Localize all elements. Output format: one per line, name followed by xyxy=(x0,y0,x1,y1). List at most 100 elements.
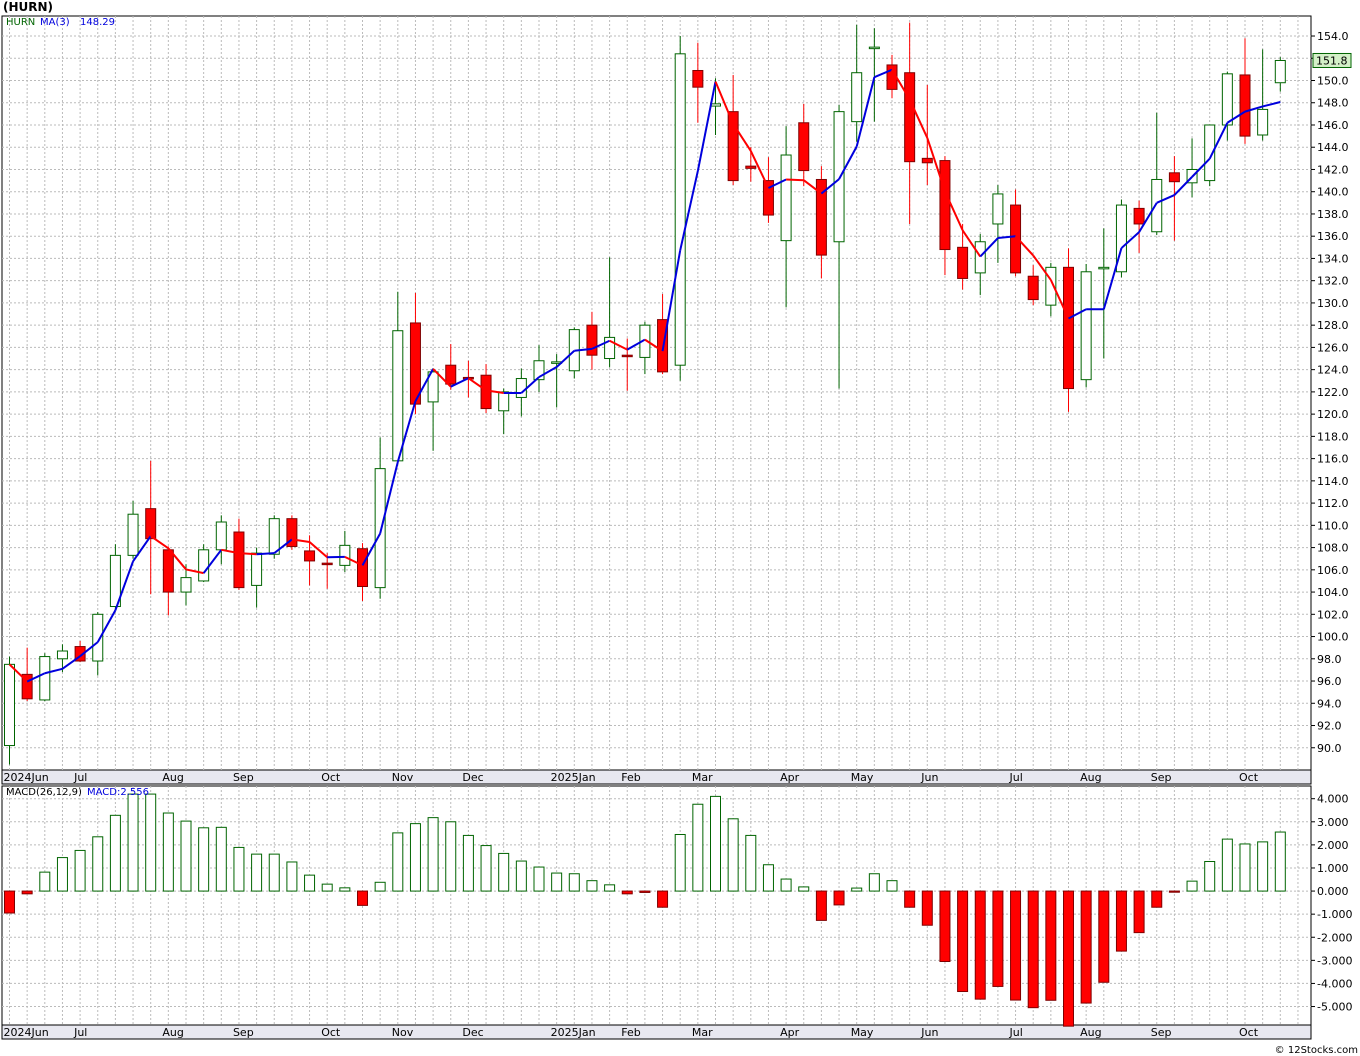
ma3-line xyxy=(8,68,1281,683)
macd-x-tick-label: Dec xyxy=(462,1026,483,1039)
price-x-axis-band xyxy=(1,769,1312,785)
macd-bar-positive xyxy=(1186,880,1198,892)
candle-up xyxy=(127,513,139,556)
price-y-tick-label: 130.0 xyxy=(1317,297,1349,310)
ma3-segment xyxy=(61,655,81,670)
ma3-segment xyxy=(485,389,504,394)
ma3-segment xyxy=(114,560,134,611)
price-y-tick-label: 144.0 xyxy=(1317,141,1349,154)
ma3-segment xyxy=(644,338,664,352)
macd-bar-positive xyxy=(392,832,404,892)
candle-up xyxy=(1080,271,1092,381)
ma3-segment xyxy=(256,552,275,556)
macd-bar-positive xyxy=(109,814,121,892)
price-y-tick-label: 110.0 xyxy=(1317,519,1349,532)
price-y-tick-label: 92.0 xyxy=(1317,720,1342,733)
macd-x-tick-label: Feb xyxy=(621,1026,640,1039)
macd-x-tick-label: Sep xyxy=(1151,1026,1172,1039)
ma3-segment xyxy=(185,568,204,575)
macd-bar-negative xyxy=(957,890,969,993)
price-y-tick-label: 148.0 xyxy=(1317,97,1349,110)
macd-bar-positive xyxy=(445,821,457,892)
candle-down xyxy=(815,178,827,256)
macd-y-tick-label: -1.000 xyxy=(1317,908,1352,921)
ma3-segment xyxy=(732,123,752,152)
macd-y-axis: 4.000 3.000 2.000 1.000 0.000 -1.000 -2.000 -3.… xyxy=(2,793,1352,1014)
ma3-segment xyxy=(574,347,593,352)
ma3-segment xyxy=(803,179,823,195)
macd-bar-positive xyxy=(480,845,492,892)
ma3-segment xyxy=(1014,235,1034,257)
footer-credit: © 12Stocks.com xyxy=(1274,1045,1358,1056)
ma3-segment xyxy=(979,237,999,258)
macd-x-tick-label: Aug xyxy=(1080,1026,1101,1039)
ma3-segment xyxy=(520,376,540,394)
macd-bar-negative xyxy=(1133,890,1145,934)
candle-down xyxy=(692,69,704,88)
macd-bar-positive xyxy=(92,836,104,892)
macd-x-tick-label: 2024Jun xyxy=(4,1026,49,1039)
price-y-tick-label: 136.0 xyxy=(1317,230,1349,243)
candle-down xyxy=(445,364,457,385)
price-x-tick-label: May xyxy=(851,771,874,784)
macd-bar-positive xyxy=(1274,831,1286,892)
legend-ma-value: 148.29 xyxy=(80,17,115,28)
price-x-tick-label: Sep xyxy=(1151,771,1172,784)
macd-bar-negative xyxy=(1063,890,1074,1027)
macd-bar-positive xyxy=(727,818,739,892)
macd-bar-positive xyxy=(127,793,139,892)
macd-bar-negative xyxy=(621,890,633,895)
candle-down xyxy=(921,157,933,164)
ma3-segment xyxy=(591,339,611,350)
price-y-tick-label: 102.0 xyxy=(1317,608,1349,621)
price-y-tick-label: 108.0 xyxy=(1317,542,1349,555)
price-y-tick-label: 90.0 xyxy=(1317,742,1342,755)
macd-y-tick-label: 1.000 xyxy=(1317,862,1349,875)
ma3-segment xyxy=(1120,231,1140,249)
macd-bar-negative xyxy=(21,890,33,895)
macd-bar-positive xyxy=(798,886,810,892)
price-y-tick-label: 118.0 xyxy=(1317,430,1349,443)
candle-down xyxy=(1168,172,1180,183)
price-x-tick-label: Jul xyxy=(1009,771,1023,784)
candle-up xyxy=(39,656,51,701)
macd-bar-negative xyxy=(1151,890,1163,908)
candle-up xyxy=(498,391,510,412)
ma3-segment xyxy=(79,641,99,657)
ma3-segment xyxy=(997,235,1016,240)
price-y-tick-label: 106.0 xyxy=(1317,564,1349,577)
macd-x-tick-label: Oct xyxy=(1239,1026,1259,1039)
macd-x-axis-band xyxy=(1,1024,1312,1040)
macd-bar-negative xyxy=(1115,890,1127,952)
macd-y-tick-label: -3.000 xyxy=(1317,954,1352,967)
macd-bar-positive xyxy=(427,817,439,892)
candle-up xyxy=(1274,59,1286,84)
price-y-tick-label: 140.0 xyxy=(1317,186,1349,199)
macd-bar-positive xyxy=(321,883,333,892)
macd-y-tick-label: 3.000 xyxy=(1317,816,1349,829)
candle-up xyxy=(215,521,227,551)
macd-bar-positive xyxy=(498,852,510,892)
price-x-tick-label: Aug xyxy=(1080,771,1101,784)
ma3-segment xyxy=(714,81,735,125)
macd-y-tick-label: -5.000 xyxy=(1317,1001,1352,1014)
macd-bar-positive xyxy=(374,881,386,892)
price-x-tick-label: Oct xyxy=(1239,771,1259,784)
candle-up xyxy=(533,360,545,381)
vertical-gridlines xyxy=(9,16,1299,1025)
candle-down xyxy=(621,354,633,358)
macd-bar-positive xyxy=(251,853,263,892)
candle-up xyxy=(1151,178,1163,233)
last-price-label: 151.8 xyxy=(1316,54,1348,67)
candle-up xyxy=(1115,204,1127,273)
ma3-segment xyxy=(961,229,982,258)
macd-bar-positive xyxy=(1239,843,1251,892)
candle-up xyxy=(868,46,880,50)
macd-x-tick-label: Sep xyxy=(233,1026,254,1039)
ma3-segment xyxy=(1191,158,1211,178)
price-y-tick-label: 126.0 xyxy=(1317,341,1349,354)
ma3-segment xyxy=(273,538,293,554)
macd-bar-positive xyxy=(533,866,545,892)
macd-bar-positive xyxy=(39,871,51,892)
ma3-segment xyxy=(555,350,575,368)
